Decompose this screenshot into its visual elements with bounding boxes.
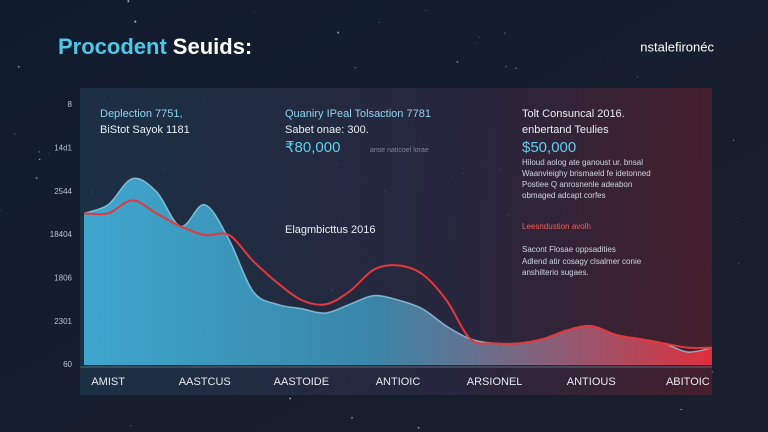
star [378, 21, 380, 24]
annotation-line: Tolt Consuncal 2016. [522, 108, 625, 120]
star [39, 158, 41, 161]
annotation-line: Deplection 7751, [100, 108, 183, 120]
star [732, 139, 735, 142]
annotation-note: obmaged adcapt corfes [522, 191, 606, 200]
annotation-note: Postiee Q anrosnenle adeabon [522, 180, 632, 189]
chart-title: Procodent Seuids: [58, 34, 252, 59]
star [337, 31, 340, 34]
annotation-note: anshilterio sugaes. [522, 268, 589, 277]
annotation-note: anse naticoel lorae [370, 147, 429, 154]
star [637, 76, 639, 78]
annotation-note: Sacont Flosae oppsadities [522, 245, 616, 254]
star [606, 58, 608, 60]
star [354, 66, 357, 69]
annotation-value: $50,000 [522, 139, 576, 156]
star [478, 36, 480, 38]
annotation-line: Quaniry IPeal Tolsaction 7781 [285, 108, 431, 120]
x-tick-label: ANTIOIC [376, 376, 421, 388]
y-tick-label: 14d1 [54, 143, 72, 152]
y-tick-label: 8 [68, 100, 73, 109]
star [515, 67, 517, 69]
star [737, 262, 740, 264]
x-tick-label: AMIST [91, 376, 125, 388]
star [425, 9, 427, 11]
star [253, 11, 255, 13]
brand: nstalefironéc [640, 39, 714, 54]
star [58, 380, 60, 381]
star [289, 397, 292, 400]
y-tick-label: 18404 [50, 230, 73, 239]
x-tick-label: ABITOIC [666, 376, 710, 388]
star [38, 151, 40, 153]
star [35, 177, 38, 179]
y-tick-label: 2301 [54, 317, 72, 326]
y-tick-label: 1806 [54, 273, 72, 282]
star [505, 65, 507, 68]
x-tick-label: ANTIOUS [567, 376, 616, 388]
y-tick-label: 60 [63, 360, 72, 369]
line [83, 199, 713, 349]
star [204, 412, 206, 414]
star [130, 425, 132, 427]
star [475, 42, 477, 44]
area [84, 178, 712, 365]
star [17, 65, 20, 68]
x-tick-label: ARSIONEL [467, 376, 523, 388]
plot: 60 2301 1806 18404 2544 14d1 8 AMIST AASTCUS AAST… [50, 100, 713, 388]
annotation-note: Waanvieighy brismaeld fe idetonned [522, 169, 651, 178]
annotation-line: Elagmbicttus 2016 [285, 224, 376, 236]
annotation-line: Leesndustion avolh [522, 222, 591, 231]
annotation-value: ₹80,000 [285, 139, 340, 156]
star [0, 209, 1, 212]
annotation-line: BiStot Sayok 1181 [100, 124, 190, 136]
title-rest: Seuids: [173, 34, 252, 59]
star [9, 105, 11, 107]
y-tick-label: 2544 [54, 187, 72, 196]
annotation-note: Hiloud aolog ate ganoust ur. bnsal [522, 158, 643, 167]
star [680, 408, 682, 411]
star [129, 15, 130, 17]
star [48, 153, 50, 155]
x-tick-label: AASTCUS [179, 376, 231, 388]
star [351, 416, 354, 419]
x-tick-label: AASTOIDE [274, 376, 329, 388]
star [736, 221, 738, 223]
star [13, 133, 16, 135]
star [456, 61, 459, 63]
annotation-line: Sabet onae: 300. [285, 124, 369, 136]
annotation-line: enbertand Teulies [522, 124, 609, 136]
title-lead: Procodent [58, 34, 167, 59]
star [127, 0, 130, 3]
star [134, 20, 137, 23]
star [504, 32, 506, 34]
star [417, 426, 420, 429]
annotation-note: Adlend atir cosagy clsalmer conie [522, 257, 642, 266]
